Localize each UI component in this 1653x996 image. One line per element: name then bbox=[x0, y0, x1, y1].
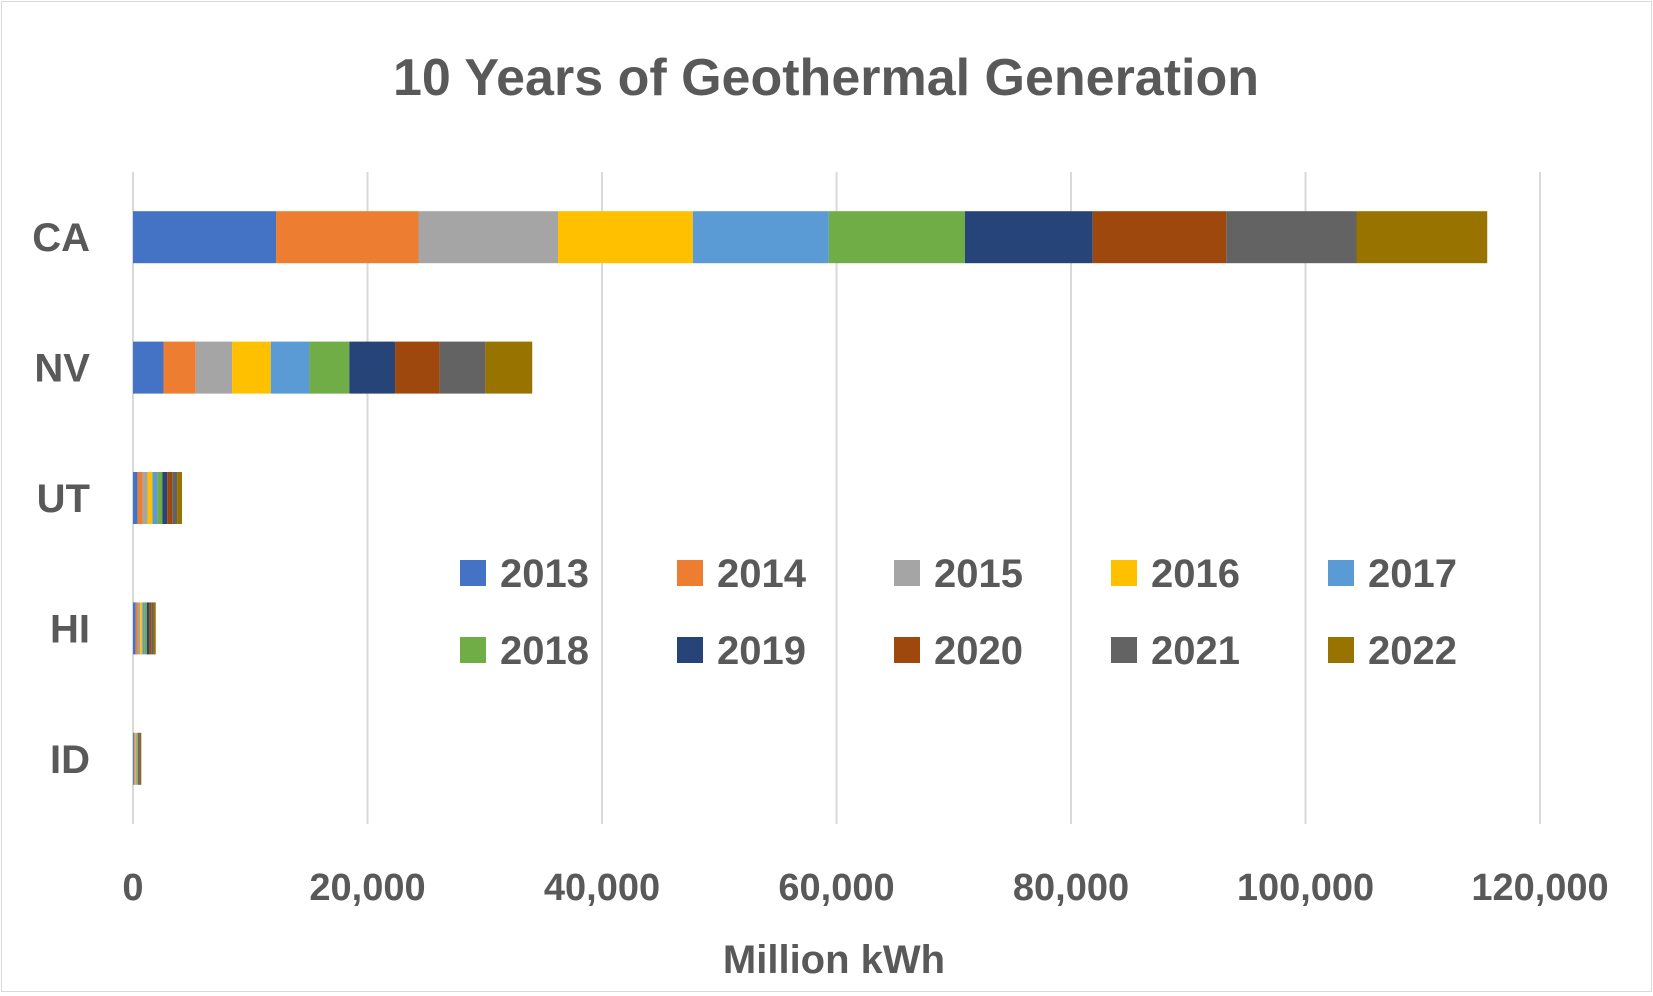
legend-swatch-2022 bbox=[1328, 637, 1354, 663]
legend-label-2014: 2014 bbox=[717, 552, 807, 596]
bar-ca-2016 bbox=[558, 211, 693, 264]
bar-ut-2019 bbox=[162, 472, 168, 524]
legend-swatch-2021 bbox=[1111, 637, 1137, 663]
bar-ut-2014 bbox=[137, 472, 143, 524]
bar-id-2016 bbox=[135, 732, 137, 785]
legend-swatch-2014 bbox=[677, 560, 703, 586]
bar-hi-2021 bbox=[151, 602, 154, 655]
bar-nv-2014 bbox=[163, 341, 196, 394]
bar-ut-2015 bbox=[142, 472, 148, 524]
bar-hi-2020 bbox=[149, 602, 152, 655]
bar-id-2014 bbox=[133, 732, 135, 785]
bar-ca-2022 bbox=[1356, 211, 1488, 264]
legend-label-2017: 2017 bbox=[1368, 552, 1457, 596]
bar-nv-2018 bbox=[309, 341, 350, 394]
bar-ut-2013 bbox=[133, 472, 138, 524]
bar-id-2018 bbox=[137, 732, 139, 785]
bar-hi-2014 bbox=[135, 602, 138, 655]
legend-label-2020: 2020 bbox=[934, 629, 1023, 673]
legend-label-2018: 2018 bbox=[500, 629, 589, 673]
x-tick-label: 100,000 bbox=[1237, 867, 1374, 909]
bar-id-2020 bbox=[138, 732, 140, 785]
x-tick-label: 20,000 bbox=[309, 867, 425, 909]
x-axis-title: Million kWh bbox=[723, 938, 945, 982]
chart-title: 10 Years of Geothermal Generation bbox=[393, 49, 1259, 107]
bar-ca-2018 bbox=[828, 211, 965, 264]
legend-swatch-2019 bbox=[677, 637, 703, 663]
bar-id-2022 bbox=[140, 732, 142, 785]
bar-nv-2019 bbox=[349, 341, 396, 394]
legend-swatch-2017 bbox=[1328, 560, 1354, 586]
bars bbox=[133, 211, 1488, 785]
legend-label-2016: 2016 bbox=[1151, 552, 1240, 596]
legend-label-2021: 2021 bbox=[1151, 629, 1240, 673]
category-axis-labels: CA NV UT HI ID bbox=[32, 216, 90, 782]
category-label-id: ID bbox=[50, 738, 90, 782]
x-tick-label: 80,000 bbox=[1013, 867, 1129, 909]
x-tick-label: 0 bbox=[122, 867, 143, 909]
bar-ut-2020 bbox=[167, 472, 173, 524]
category-label-nv: NV bbox=[34, 347, 90, 391]
legend-swatch-2018 bbox=[460, 637, 486, 663]
bar-ut-2017 bbox=[152, 472, 158, 524]
gridlines bbox=[132, 172, 1541, 824]
bar-ca-2013 bbox=[133, 211, 277, 264]
legend-swatch-2015 bbox=[894, 560, 920, 586]
bar-ca-2020 bbox=[1092, 211, 1227, 264]
bar-nv-2013 bbox=[133, 341, 164, 394]
x-tick-label: 120,000 bbox=[1471, 867, 1608, 909]
bar-nv-2020 bbox=[395, 341, 440, 394]
bar-hi-2017 bbox=[142, 602, 145, 655]
legend-label-2015: 2015 bbox=[934, 552, 1023, 596]
bar-ut-2021 bbox=[172, 472, 178, 524]
legend-swatch-2013 bbox=[460, 560, 486, 586]
bar-nv-2022 bbox=[485, 341, 533, 394]
bar-id-2019 bbox=[138, 732, 139, 785]
bar-id-2013 bbox=[133, 732, 134, 785]
bar-hi-2015 bbox=[137, 602, 141, 655]
bar-hi-2016 bbox=[140, 602, 143, 655]
bar-ca-2019 bbox=[964, 211, 1093, 264]
category-label-ut: UT bbox=[37, 477, 90, 521]
bar-ca-2021 bbox=[1226, 211, 1357, 264]
bar-nv-2015 bbox=[195, 341, 233, 394]
legend-swatch-2016 bbox=[1111, 560, 1137, 586]
bar-ca-2014 bbox=[276, 211, 419, 264]
bar-nv-2021 bbox=[439, 341, 486, 394]
x-tick-label: 60,000 bbox=[778, 867, 894, 909]
legend-swatch-2020 bbox=[894, 637, 920, 663]
bar-hi-2019 bbox=[146, 602, 150, 655]
legend-label-2019: 2019 bbox=[717, 629, 806, 673]
legend: 2013 2014 2015 2016 2017 2018 2019 2020 2021 2022 bbox=[460, 552, 1457, 673]
category-label-ca: CA bbox=[32, 216, 90, 260]
bar-nv-2016 bbox=[232, 341, 271, 394]
bar-ut-2022 bbox=[177, 472, 183, 524]
bar-ca-2015 bbox=[418, 211, 559, 264]
bar-hi-2022 bbox=[153, 602, 156, 655]
legend-label-2022: 2022 bbox=[1368, 629, 1457, 673]
bar-id-2021 bbox=[139, 732, 141, 785]
bar-ut-2016 bbox=[147, 472, 153, 524]
category-label-hi: HI bbox=[50, 607, 90, 651]
value-axis-tick-labels: 0 20,000 40,000 60,000 80,000 100,000 120,000 bbox=[122, 867, 1608, 909]
bar-id-2017 bbox=[136, 732, 138, 785]
bar-ca-2017 bbox=[692, 211, 829, 264]
bar-hi-2013 bbox=[133, 602, 136, 655]
legend-label-2013: 2013 bbox=[500, 552, 589, 596]
bar-hi-2018 bbox=[144, 602, 147, 655]
x-tick-label: 40,000 bbox=[544, 867, 660, 909]
bar-id-2015 bbox=[134, 732, 136, 785]
bar-ut-2018 bbox=[157, 472, 163, 524]
bar-nv-2017 bbox=[270, 341, 310, 394]
